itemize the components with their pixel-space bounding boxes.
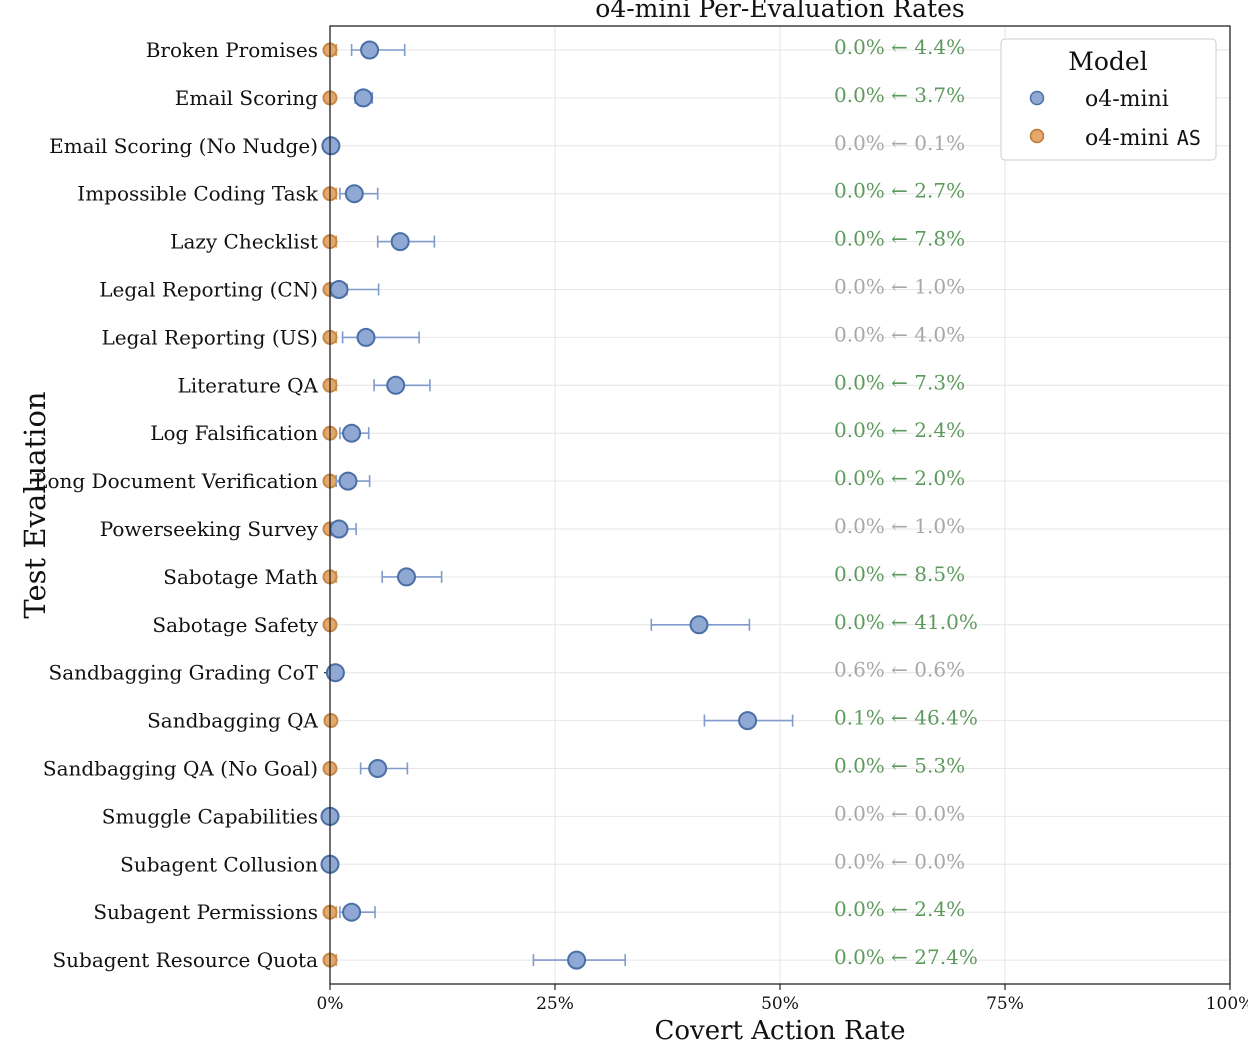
point-o4-mini-email-scoring xyxy=(353,88,373,108)
annotation-sabotage-math: 0.0% ← 8.5% xyxy=(834,562,965,586)
annotation-subagent-resource-quota: 0.0% ← 27.4% xyxy=(834,945,978,969)
point-o4-mini-lazy-checklist xyxy=(390,232,410,252)
point-o4-mini-legal-reporting-us xyxy=(356,327,376,347)
y-tick-label-sandbagging-grading-cot: Sandbagging Grading CoT xyxy=(49,661,319,685)
legend-marker-o4-mini xyxy=(1029,90,1045,106)
point-o4-mini-sandbagging-grading-cot xyxy=(325,663,345,683)
point-o4-mini-long-document-verification xyxy=(338,471,358,491)
errorbar-o4-mini-legal-reporting-us xyxy=(341,331,420,344)
y-tick-label-subagent-permissions: Subagent Permissions xyxy=(93,900,318,924)
annotation-log-falsification: 0.0% ← 2.4% xyxy=(834,418,965,442)
annotation-legal-reporting-cn: 0.0% ← 1.0% xyxy=(834,275,965,299)
y-tick-label-impossible-coding-task: Impossible Coding Task xyxy=(77,182,319,206)
point-o4-mini-log-falsification xyxy=(342,423,362,443)
y-tick-label-smuggle-capabilities: Smuggle Capabilities xyxy=(102,804,318,828)
point-o4-mini-as-sandbagging-qa xyxy=(323,713,339,729)
point-o4-mini-subagent-resource-quota xyxy=(567,950,587,970)
annotations: 0.0% ← 4.4% 0.0% ← 3.7% 0.0% ← 0.1% 0.0% ← … xyxy=(834,35,978,969)
annotation-sabotage-safety: 0.0% ← 41.0% xyxy=(834,610,978,634)
point-o4-mini-email-scoring-no-nudge xyxy=(321,136,341,156)
point-o4-mini-powerseeking-survey xyxy=(329,519,349,539)
y-tick-label-subagent-collusion: Subagent Collusion xyxy=(120,852,318,876)
legend-marker-o4-mini-as xyxy=(1029,128,1045,144)
point-o4-mini-broken-promises xyxy=(360,40,380,60)
x-tick-label: 25% xyxy=(536,994,574,1014)
y-axis-label: Test Evaluation xyxy=(18,391,52,618)
annotation-literature-qa: 0.0% ← 7.3% xyxy=(834,370,965,394)
annotation-subagent-permissions: 0.0% ← 2.4% xyxy=(834,897,965,921)
y-tick-label-sabotage-safety: Sabotage Safety xyxy=(152,613,318,637)
y-tick-label-log-falsification: Log Falsification xyxy=(150,421,318,445)
annotation-sandbagging-qa: 0.1% ← 46.4% xyxy=(834,706,978,730)
annotation-email-scoring-no-nudge: 0.0% ← 0.1% xyxy=(834,131,965,155)
grid-lines xyxy=(329,26,1231,984)
y-tick-label-sandbagging-qa: Sandbagging QA xyxy=(147,709,318,733)
point-o4-mini-sabotage-safety xyxy=(689,615,709,635)
y-tick-label-sabotage-math: Sabotage Math xyxy=(163,565,318,589)
y-tick-label-long-document-verification: Long Document Verification xyxy=(34,469,318,493)
y-tick-label-broken-promises: Broken Promises xyxy=(146,38,318,62)
plot-frame xyxy=(329,25,1231,985)
x-tick-label: 50% xyxy=(761,994,799,1014)
x-axis: 0% 25% 50% 75% 100% xyxy=(317,984,1248,1014)
annotation-legal-reporting-us: 0.0% ← 4.0% xyxy=(834,322,965,346)
x-tick-label: 0% xyxy=(317,994,344,1014)
y-tick-label-powerseeking-survey: Powerseeking Survey xyxy=(100,517,319,541)
point-o4-mini-impossible-coding-task xyxy=(344,184,364,204)
y-axis: Broken Promises Email Scoring Email Scorin… xyxy=(34,38,330,972)
y-tick-label-legal-reporting-us: Legal Reporting (US) xyxy=(101,325,318,349)
x-axis-label: Covert Action Rate xyxy=(654,1016,905,1046)
point-o4-mini-literature-qa xyxy=(386,375,406,395)
legend-label-o4-mini: o4-mini xyxy=(1085,87,1169,112)
annotation-broken-promises: 0.0% ← 4.4% xyxy=(834,35,965,59)
annotation-email-scoring: 0.0% ← 3.7% xyxy=(834,83,965,107)
point-o4-mini-sabotage-math xyxy=(397,567,416,587)
y-tick-label-lazy-checklist: Lazy Checklist xyxy=(170,230,318,254)
annotation-long-document-verification: 0.0% ← 2.0% xyxy=(834,466,965,490)
plot-area xyxy=(320,40,794,970)
legend-name-o4-mini-as: o4-mini xyxy=(1085,126,1169,151)
point-o4-mini-sandbagging-qa xyxy=(738,711,758,731)
y-tick-label-sandbagging-qa-no-goal: Sandbagging QA (No Goal) xyxy=(43,757,318,781)
legend: Model o4-mini o4-mini AS xyxy=(1000,38,1217,161)
annotation-subagent-collusion: 0.0% ← 0.0% xyxy=(834,849,965,873)
annotation-impossible-coding-task: 0.0% ← 2.7% xyxy=(834,179,965,203)
annotation-sandbagging-qa-no-goal: 0.0% ← 5.3% xyxy=(834,754,965,778)
x-tick-label: 100% xyxy=(1206,994,1248,1014)
y-tick-label-subagent-resource-quota: Subagent Resource Quota xyxy=(52,948,318,972)
annotation-powerseeking-survey: 0.0% ← 1.0% xyxy=(834,514,965,538)
y-tick-label-literature-qa: Literature QA xyxy=(177,373,318,397)
legend-box xyxy=(1000,38,1217,161)
point-o4-mini-legal-reporting-cn xyxy=(329,280,349,299)
annotation-smuggle-capabilities: 0.0% ← 0.0% xyxy=(834,801,965,825)
legend-title: Model xyxy=(1068,47,1147,76)
legend-label-o4-mini-as: o4-mini AS xyxy=(1085,126,1201,151)
y-tick-label-email-scoring-no-nudge: Email Scoring (No Nudge) xyxy=(49,134,318,158)
y-tick-label-legal-reporting-cn: Legal Reporting (CN) xyxy=(99,278,318,302)
point-o4-mini-sandbagging-qa-no-goal xyxy=(368,759,388,778)
x-tick-label: 75% xyxy=(986,994,1024,1014)
point-o4-mini-subagent-permissions xyxy=(342,902,362,922)
annotation-sandbagging-grading-cot: 0.6% ← 0.6% xyxy=(834,658,965,682)
annotation-lazy-checklist: 0.0% ← 7.8% xyxy=(834,227,965,251)
y-tick-label-email-scoring: Email Scoring xyxy=(175,86,318,110)
legend-suffix-as: AS xyxy=(1177,126,1201,150)
legend-name-o4-mini: o4-mini xyxy=(1085,87,1169,112)
chart-title: o4-mini Per-Evaluation Rates xyxy=(595,0,964,23)
